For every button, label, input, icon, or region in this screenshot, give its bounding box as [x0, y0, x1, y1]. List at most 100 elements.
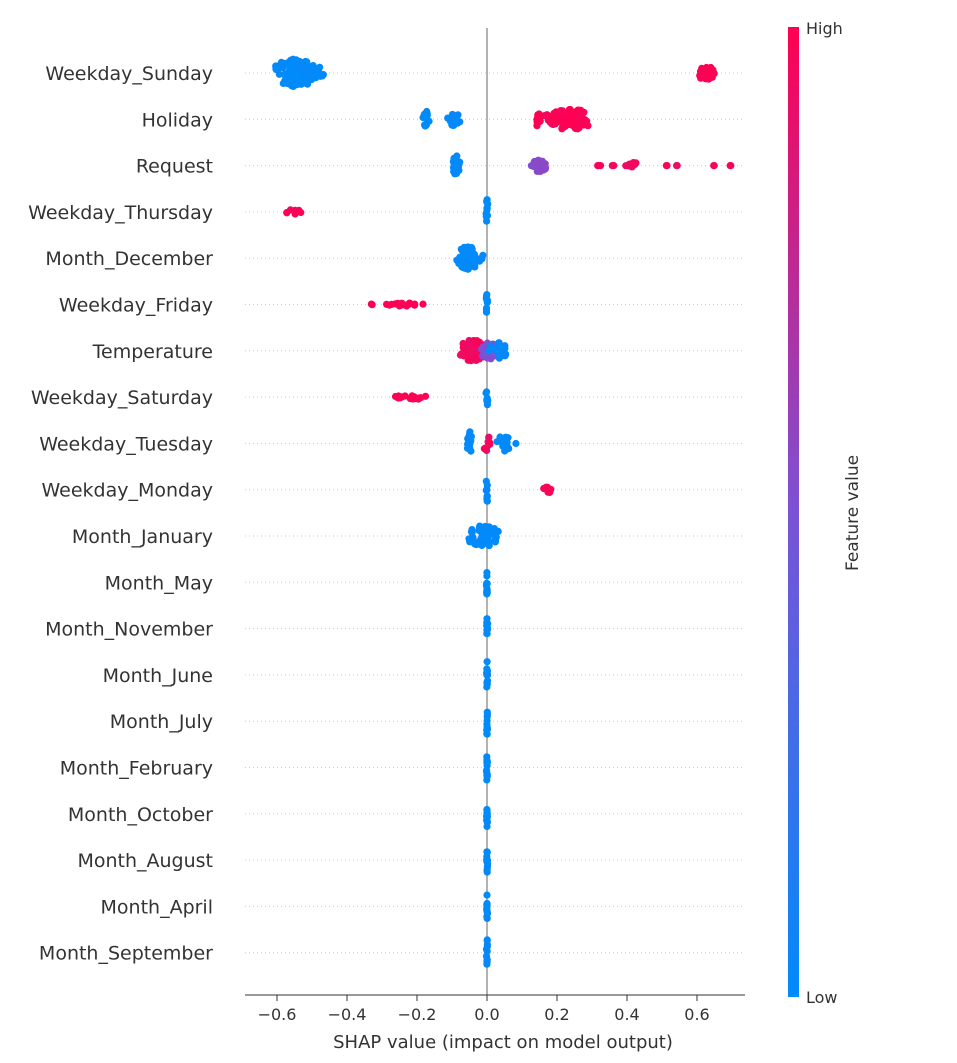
- feature-label: Weekday_Tuesday: [39, 433, 213, 455]
- shap-point: [726, 162, 734, 170]
- feature-label: Temperature: [92, 341, 213, 363]
- feature-label: Month_May: [105, 572, 213, 594]
- shap-point: [482, 304, 491, 312]
- shap-point: [542, 483, 550, 491]
- shap-point: [540, 112, 548, 120]
- shap-point: [471, 353, 479, 361]
- feature-label: Weekday_Friday: [59, 295, 213, 317]
- shap-point: [534, 167, 542, 175]
- shap-point: [483, 937, 491, 945]
- shap-point: [476, 540, 484, 548]
- shap-point: [483, 579, 491, 588]
- shap-point: [483, 762, 491, 770]
- feature-label: Weekday_Sunday: [45, 63, 213, 85]
- shap-point: [567, 111, 576, 119]
- shap-point: [483, 805, 491, 814]
- shap-point: [662, 162, 671, 170]
- feature-label: Request: [136, 156, 213, 178]
- x-tick-label: 0.2: [544, 1005, 569, 1024]
- shap-point: [395, 392, 403, 400]
- shap-point: [464, 245, 472, 253]
- shap-point: [300, 77, 308, 85]
- shap-point: [464, 434, 472, 442]
- feature-label: Month_February: [60, 758, 213, 780]
- shap-point: [494, 340, 503, 348]
- shap-point: [464, 265, 472, 273]
- shap-point: [468, 344, 476, 352]
- shap-point: [710, 162, 718, 170]
- x-tick-label: −0.4: [328, 1005, 367, 1024]
- feature-label: Weekday_Saturday: [31, 387, 213, 409]
- colorbar-low-label: Low: [806, 988, 838, 1007]
- shap-point: [478, 255, 486, 263]
- shap-point: [454, 161, 462, 169]
- shap-point: [575, 124, 583, 132]
- feature-label: Month_August: [77, 850, 213, 872]
- x-tick-label: −0.6: [258, 1005, 297, 1024]
- shap-point: [704, 69, 712, 77]
- shap-point: [483, 615, 491, 623]
- shap-point: [502, 433, 510, 441]
- shap-point: [483, 866, 491, 875]
- shap-point: [398, 299, 406, 307]
- shap-point: [483, 822, 491, 831]
- shap-point: [538, 157, 546, 165]
- shap-point: [465, 252, 473, 260]
- shap-point: [408, 392, 416, 400]
- shap-point: [483, 497, 491, 505]
- shap-point: [421, 122, 429, 130]
- shap-point: [483, 394, 491, 402]
- shap-point: [483, 856, 491, 864]
- feature-label: Month_October: [68, 804, 213, 826]
- shap-point: [483, 848, 491, 856]
- shap-point: [481, 522, 489, 531]
- shap-point: [494, 527, 502, 536]
- shap-point: [450, 111, 458, 119]
- shap-point: [483, 956, 491, 964]
- shap-point: [287, 79, 295, 87]
- shap-point: [486, 440, 494, 448]
- shap-point: [463, 444, 472, 452]
- shap-point: [530, 158, 538, 166]
- x-tick-label: −0.2: [398, 1005, 437, 1024]
- shap-point: [316, 63, 324, 71]
- shap-point: [483, 671, 491, 679]
- shap-point: [583, 117, 591, 125]
- shap-point: [419, 300, 427, 308]
- shap-point: [278, 63, 286, 71]
- feature-label: Weekday_Thursday: [28, 202, 213, 224]
- shap-point: [512, 439, 520, 448]
- shap-point: [505, 445, 513, 453]
- colorbar-title: Feature value: [843, 455, 863, 571]
- shap-point: [283, 209, 291, 217]
- shap-point: [368, 301, 376, 309]
- shap-point: [493, 347, 501, 355]
- shap-point: [452, 169, 461, 178]
- shap-point: [469, 538, 477, 546]
- shap-point: [303, 58, 311, 66]
- shap-point: [292, 73, 301, 81]
- shap-point: [673, 162, 681, 170]
- feature-label: Month_April: [101, 896, 213, 918]
- shap-point: [622, 162, 630, 170]
- shap-point: [475, 526, 483, 535]
- feature-labels: Weekday_Sunday Holiday Request Weekday_Thur…: [28, 63, 213, 965]
- shap-point: [470, 337, 478, 345]
- feature-label: Month_November: [45, 619, 213, 641]
- feature-label: Month_July: [110, 711, 213, 733]
- x-tick-label: 0.0: [474, 1005, 499, 1024]
- feature-label: Month_January: [72, 526, 213, 548]
- shap-point: [492, 533, 500, 541]
- shap-point: [456, 253, 464, 261]
- shap-point: [608, 162, 616, 170]
- shap-point: [483, 903, 491, 911]
- shap-point: [546, 488, 554, 496]
- shap-point: [468, 526, 476, 534]
- shap-point: [536, 117, 544, 125]
- shap-point: [483, 770, 491, 779]
- shap-point: [483, 658, 491, 666]
- shap-point: [282, 77, 290, 85]
- shap-point: [453, 119, 462, 127]
- shap-point: [311, 68, 319, 76]
